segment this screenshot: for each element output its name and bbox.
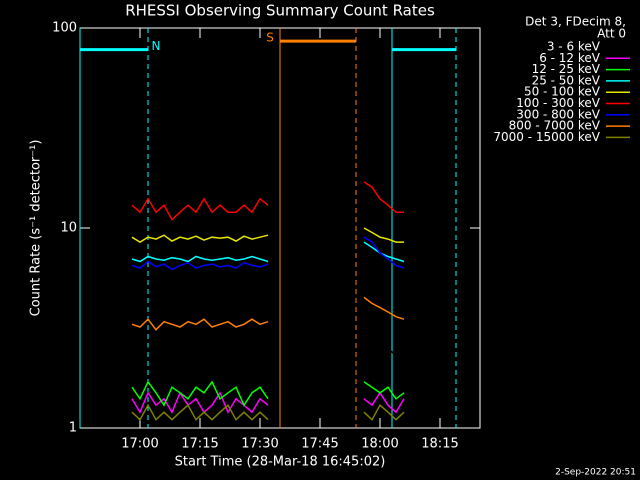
legend-label: 300 - 800 keV bbox=[516, 107, 600, 121]
series-line bbox=[131, 236, 405, 271]
x-tick-label: 18:00 bbox=[361, 437, 398, 452]
legend-title: Det 3, FDecim 8, bbox=[525, 15, 626, 29]
x-axis-label: Start Time (28-Mar-18 16:45:02) bbox=[175, 455, 386, 470]
x-tick-label: 17:15 bbox=[181, 437, 218, 452]
legend-label: 100 - 300 keV bbox=[516, 96, 600, 110]
span-label: N bbox=[152, 39, 161, 53]
series-line bbox=[131, 181, 404, 221]
y-tick-label: 100 bbox=[52, 21, 77, 36]
legend-label: 6 - 12 keV bbox=[539, 51, 601, 65]
series-line bbox=[131, 403, 405, 421]
legend-title: Att 0 bbox=[597, 27, 626, 41]
legend-label: 800 - 7000 keV bbox=[509, 119, 601, 133]
x-tick-label: 17:00 bbox=[121, 437, 158, 452]
span-label: S bbox=[266, 31, 274, 45]
legend-label: 12 - 25 keV bbox=[532, 62, 601, 76]
series-line bbox=[131, 241, 405, 263]
x-tick-label: 18:15 bbox=[421, 437, 458, 452]
x-tick-label: 17:30 bbox=[241, 437, 278, 452]
legend-label: 7000 - 15000 keV bbox=[493, 130, 600, 144]
y-tick-label: 1 bbox=[69, 421, 77, 436]
series-line bbox=[131, 227, 404, 243]
y-axis-label: Count Rate (s⁻¹ detector⁻¹) bbox=[29, 140, 44, 317]
legend-label: 3 - 6 keV bbox=[547, 40, 601, 54]
series-line bbox=[131, 380, 405, 407]
footer: 2-Sep-2022 20:51 bbox=[555, 468, 636, 478]
series-line bbox=[131, 344, 405, 361]
y-tick-label: 10 bbox=[60, 221, 77, 236]
legend-label: 25 - 50 keV bbox=[532, 73, 601, 87]
legend-label: 50 - 100 keV bbox=[524, 85, 601, 99]
series-line bbox=[131, 296, 405, 331]
chart-title: RHESSI Observing Summary Count Rates bbox=[125, 2, 435, 20]
x-tick-label: 17:45 bbox=[301, 437, 338, 452]
series-line bbox=[131, 391, 405, 414]
